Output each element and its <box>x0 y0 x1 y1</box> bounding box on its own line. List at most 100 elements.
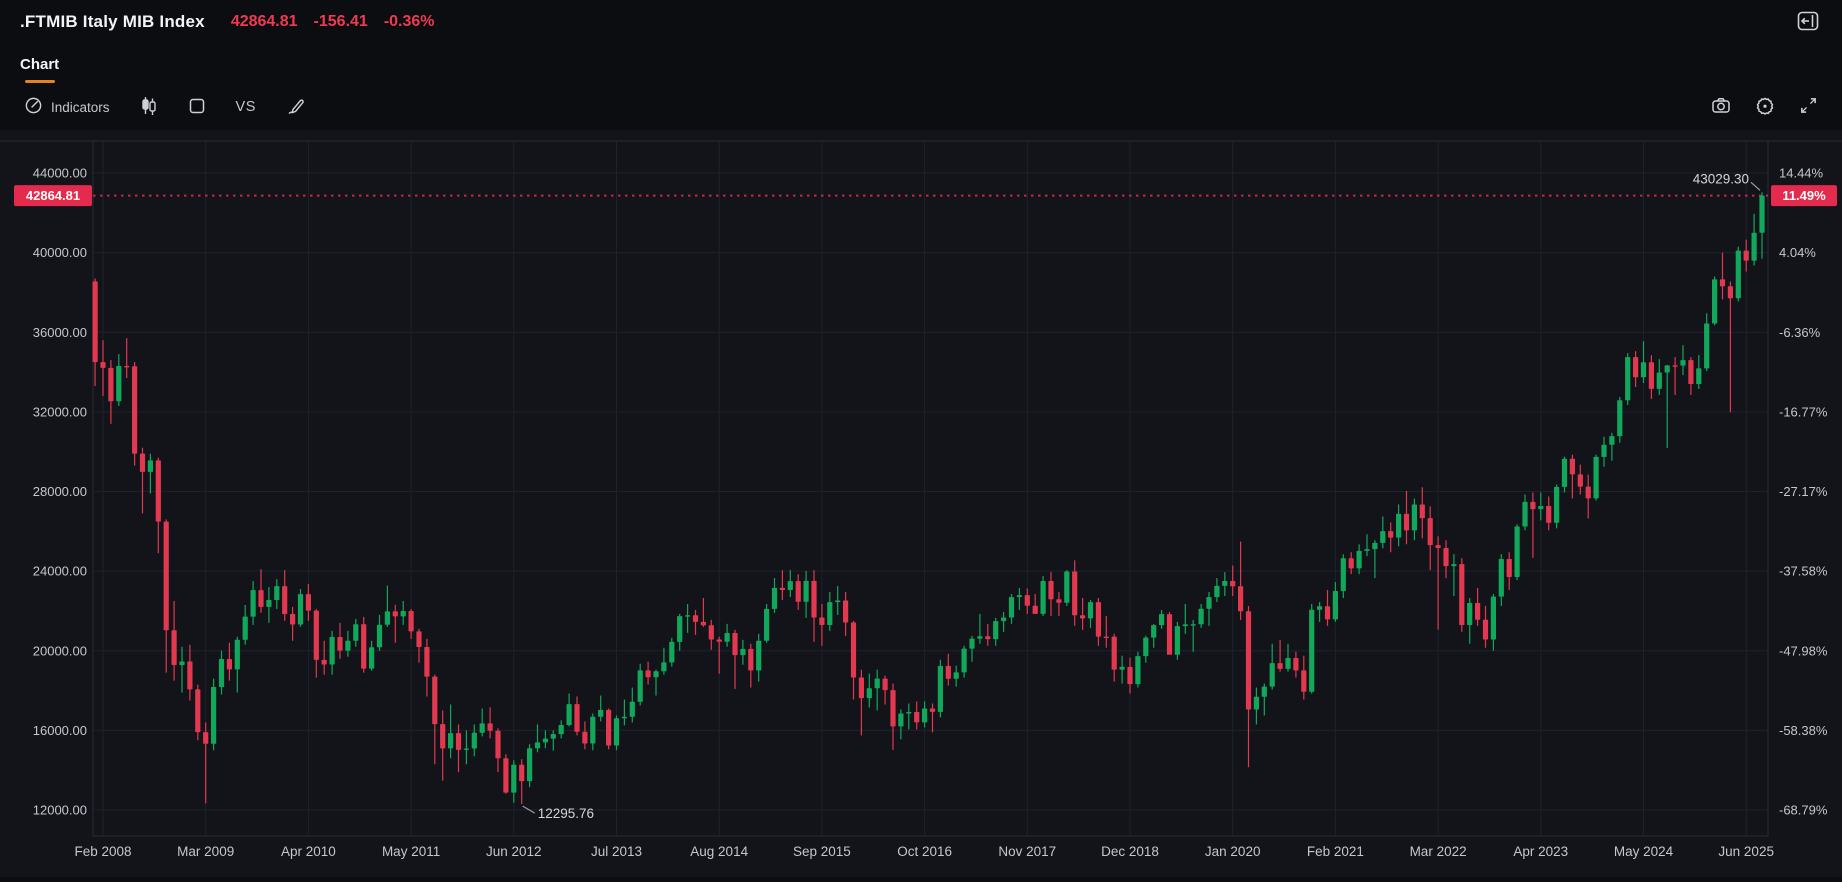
candle <box>1427 506 1433 571</box>
x-axis-tick-label: Dec 2018 <box>1101 844 1159 859</box>
candle <box>1214 578 1220 602</box>
y-axis-tick-label: 44000.00 <box>33 166 87 181</box>
candle <box>1293 651 1299 678</box>
y-axis-tick-label: 36000.00 <box>33 325 87 340</box>
candle <box>937 659 943 718</box>
candle <box>353 618 359 647</box>
candle <box>108 360 114 424</box>
candle <box>922 701 928 728</box>
candle <box>1001 611 1007 632</box>
candle <box>748 643 754 688</box>
candle <box>1127 657 1133 694</box>
candle <box>1356 544 1362 575</box>
pencil-icon <box>286 96 306 119</box>
candle <box>258 569 264 613</box>
compare-button[interactable]: VS <box>232 95 260 119</box>
chart-area[interactable]: 44000.00 14.44% 40000.00 4.04% 36000.00 -6.36… <box>0 130 1842 877</box>
y-axis-tick-label: 12000.00 <box>33 803 87 818</box>
candle <box>708 619 714 650</box>
gauge-icon <box>24 96 43 118</box>
last-pct-badge <box>1771 185 1837 207</box>
candle <box>1309 603 1315 694</box>
candle <box>1459 558 1465 632</box>
instrument-title: .FTMIB Italy MIB Index <box>20 12 205 31</box>
candle <box>732 629 738 689</box>
candle <box>400 600 406 625</box>
x-axis-tick-label: Nov 2017 <box>998 844 1056 859</box>
candle <box>1174 621 1180 660</box>
settings-button[interactable] <box>1751 92 1779 123</box>
x-axis-tick-label: Apr 2023 <box>1513 844 1568 859</box>
candle <box>1633 351 1639 387</box>
candle <box>1103 615 1109 648</box>
candle <box>187 644 193 701</box>
active-tab-underline <box>24 80 55 83</box>
candle <box>1380 516 1386 549</box>
fullscreen-button[interactable] <box>1795 92 1822 122</box>
candle <box>1680 345 1686 376</box>
snapshot-button[interactable] <box>1707 92 1735 122</box>
candle <box>1032 594 1038 614</box>
candle <box>297 589 304 627</box>
layout-button[interactable] <box>184 93 210 122</box>
candle <box>740 639 746 665</box>
draw-button[interactable] <box>282 92 310 123</box>
candle <box>1751 213 1757 266</box>
candle <box>1640 341 1647 384</box>
candle <box>1648 355 1654 399</box>
x-axis-tick-label: Jun 2012 <box>486 844 542 859</box>
indicators-button[interactable]: Indicators <box>20 92 114 122</box>
pct-axis-tick-label: -68.79% <box>1779 803 1828 818</box>
candle <box>1253 687 1259 725</box>
candle <box>977 613 983 644</box>
chart-type-button[interactable] <box>136 92 162 123</box>
candle <box>1664 365 1670 449</box>
candle <box>1530 492 1536 558</box>
x-axis-tick-label: May 2011 <box>382 844 440 859</box>
candle <box>771 578 778 613</box>
candle <box>511 760 517 803</box>
candle <box>1364 534 1370 557</box>
candle <box>993 617 999 646</box>
candle <box>1317 601 1323 622</box>
candle <box>787 570 793 598</box>
x-axis-tick-label: Apr 2010 <box>281 844 336 859</box>
x-axis-tick-label: Oct 2016 <box>897 844 952 859</box>
candle <box>1324 590 1331 626</box>
candle <box>361 616 367 673</box>
candle <box>1656 359 1662 395</box>
candle <box>1443 540 1449 579</box>
toolbar: Indicators VS <box>0 86 1842 128</box>
candle <box>1261 683 1267 716</box>
candlestick-chart[interactable]: 44000.00 14.44% 40000.00 4.04% 36000.00 -6.36… <box>0 130 1842 877</box>
x-axis-tick-label: Aug 2014 <box>690 844 748 859</box>
candle <box>1735 246 1741 302</box>
candle <box>835 586 841 615</box>
titlebar: .FTMIB Italy MIB Index 42864.81 -156.41 … <box>0 0 1842 44</box>
expand-icon <box>1799 96 1818 118</box>
candle <box>858 669 864 736</box>
x-axis-tick-label: Sep 2015 <box>793 844 851 859</box>
candle <box>448 704 454 759</box>
candle <box>455 724 462 773</box>
candle <box>1577 464 1583 495</box>
candle <box>1159 609 1165 629</box>
candle <box>345 630 351 657</box>
candle <box>1190 619 1196 652</box>
tabrow: Chart <box>0 48 1842 86</box>
candle <box>471 724 477 757</box>
candle <box>1419 487 1425 539</box>
collapse-panel-button[interactable] <box>1794 8 1822 36</box>
high-annotation-pointer <box>1750 181 1761 191</box>
candle <box>1411 498 1417 541</box>
candle <box>645 661 651 685</box>
tab-chart[interactable]: Chart <box>20 48 59 83</box>
candle <box>337 622 343 659</box>
pct-axis-tick-label: -16.77% <box>1779 404 1828 419</box>
candle <box>1759 192 1765 259</box>
candle <box>503 754 509 794</box>
candle <box>716 636 722 674</box>
candle <box>669 637 675 667</box>
candle <box>321 640 327 675</box>
candle <box>1498 554 1504 606</box>
